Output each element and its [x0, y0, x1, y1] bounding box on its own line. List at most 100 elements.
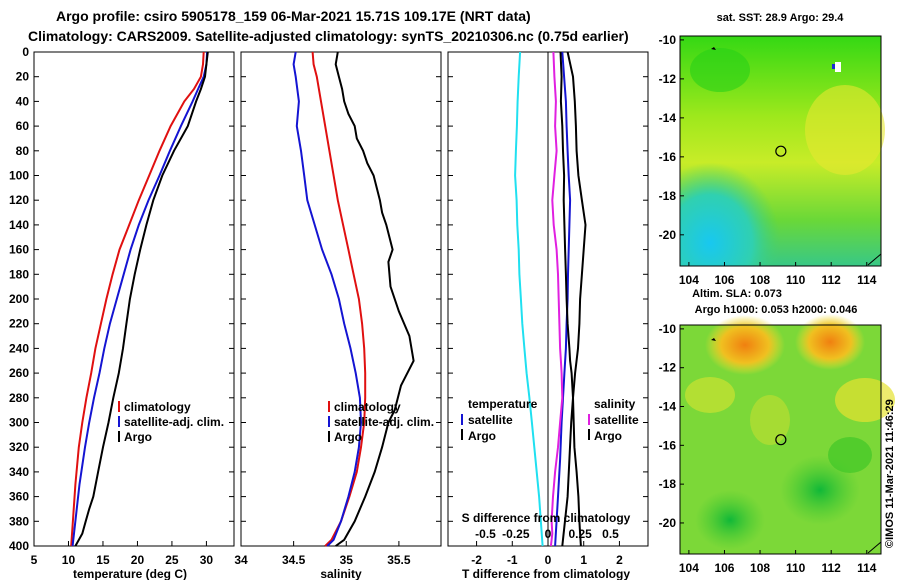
x-tick-label: 5	[31, 553, 38, 567]
lat-tick-label: -12	[659, 72, 677, 86]
legend-label-satellite: satellite-adj. clim.	[124, 415, 224, 429]
x-tick-label: 10	[62, 553, 76, 567]
salinity-axis-ticks: 34.5 35 35.5	[282, 541, 411, 567]
lon-tick-label: 106	[714, 561, 734, 575]
difference-axis-ticks: -2 -1 0 1 2	[471, 541, 623, 567]
depth-tick-label: 320	[9, 440, 29, 454]
temperature-legend: climatology satellite-adj. clim. Argo	[118, 400, 224, 444]
x-tick-label: 25	[165, 553, 179, 567]
salinity-legend: climatology satellite-adj. clim. Argo	[328, 400, 434, 444]
lat-tick-label: -16	[659, 150, 677, 164]
sst-map-title: sat. SST: 28.9 Argo: 29.4	[717, 12, 845, 24]
depth-tick-label: 360	[9, 490, 29, 504]
legend-label-satellite: satellite-adj. clim.	[334, 415, 434, 429]
depth-tick-label: 160	[9, 243, 29, 257]
lon-tick-label: 108	[750, 561, 770, 575]
lon-tick-label: 110	[786, 561, 806, 575]
sla-map-title-line1: Altim. SLA: 0.073	[692, 288, 782, 300]
sla-map-title-line2: Argo h1000: 0.053 h2000: 0.046	[695, 304, 858, 316]
sla-lon-ticks: 104 106 108 110 112 114	[679, 550, 877, 575]
salinity-plot-frame	[240, 51, 442, 547]
s-diff-tick-label: -0.5	[475, 527, 496, 541]
sla-map-panel: Altim. SLA: 0.073 Argo h1000: 0.053 h200…	[659, 288, 895, 575]
lat-tick-label: -20	[659, 516, 677, 530]
x-tick-label: -2	[471, 553, 482, 567]
depth-tick-label: 140	[9, 218, 29, 232]
legend-label-t-argo: Argo	[468, 429, 496, 443]
salinity-panel: 34.5 35 35.5 climatology satellite-adj. cl…	[240, 51, 442, 580]
depth-tick-label: 60	[16, 119, 30, 133]
lat-tick-label: -12	[659, 361, 677, 375]
series-line-argo	[74, 51, 209, 547]
legend-label-s-satellite: satellite	[594, 413, 639, 427]
sst-map-panel: sat. SST: 28.9 Argo: 29.4 -10-12-14-16-1…	[659, 12, 885, 287]
lat-tick-label: -10	[659, 33, 677, 47]
temperature-panel: 0204060801001201401601802002202402602803…	[9, 45, 648, 580]
series-line-s-argo	[559, 51, 582, 547]
lat-tick-label: -14	[659, 400, 677, 414]
argo-position-marker	[775, 145, 787, 157]
difference-legend: temperature satellite Argo salinity sate…	[461, 397, 639, 443]
figure-title-line2: Climatology: CARS2009. Satellite-adjuste…	[28, 28, 629, 44]
lon-tick-label: 104	[679, 273, 699, 287]
lon-tick-label: 112	[822, 273, 842, 287]
lat-tick-label: -10	[659, 322, 677, 336]
sst-lat-ticks: -10 -12 -14 -16 -18 -20	[659, 33, 684, 242]
depth-tick-label: 40	[16, 94, 30, 108]
t-difference-axis-label: T difference from climatology	[462, 567, 630, 580]
argo-position-marker	[775, 434, 787, 446]
figure-title-line1: Argo profile: csiro 5905178_159 06-Mar-2…	[56, 8, 531, 24]
depth-tick-label: 0	[22, 45, 29, 59]
legend-label-climatology: climatology	[124, 400, 191, 414]
series-line-t-argo	[561, 51, 587, 547]
x-tick-label: 30	[200, 553, 214, 567]
x-tick-label: 34.5	[282, 553, 306, 567]
s-difference-tick-labels: -0.5 -0.25 0 0.25 0.5	[475, 527, 619, 541]
s-difference-axis-label: S difference from climatology	[462, 511, 631, 525]
legend-label-s-argo: Argo	[594, 429, 622, 443]
s-diff-tick-label: 0.5	[602, 527, 619, 541]
depth-tick-label: 240	[9, 341, 29, 355]
legend-label-argo: Argo	[124, 430, 152, 444]
sla-map-frame	[679, 324, 882, 555]
legend-label-climatology: climatology	[334, 400, 401, 414]
depth-tick-label: 300	[9, 416, 29, 430]
depth-tick-label: 380	[9, 514, 29, 528]
series-line-t-satellite	[514, 51, 544, 547]
lon-tick-label: 110	[786, 273, 806, 287]
lon-tick-label: 114	[857, 561, 877, 575]
depth-tick-label: 120	[9, 193, 29, 207]
x-tick-label: 15	[96, 553, 110, 567]
lon-tick-label: 112	[822, 561, 842, 575]
temperature-axis-ticks: 5 10 15 20 25 30 34	[31, 541, 248, 567]
series-line-climatology	[70, 51, 205, 547]
series-line-climatology	[311, 51, 367, 547]
legend-title-temperature: temperature	[468, 397, 538, 411]
difference-panel: -2 -1 0 1 2 temperature satellite Argo salin…	[447, 51, 649, 580]
s-diff-tick-label: -0.25	[502, 527, 530, 541]
depth-tick-label: 340	[9, 465, 29, 479]
depth-tick-label: 20	[16, 70, 30, 84]
lat-tick-label: -14	[659, 111, 677, 125]
series-line-satellite-adj-clim-	[292, 51, 363, 547]
sst-map-frame	[679, 35, 882, 267]
sst-map-image	[680, 36, 885, 266]
x-tick-label: 0	[545, 553, 552, 567]
depth-tick-label: 260	[9, 366, 29, 380]
depth-tick-label: 180	[9, 267, 29, 281]
lon-tick-label: 108	[750, 273, 770, 287]
salinity-lines	[292, 51, 415, 547]
sst-lon-ticks: 104 106 108 110 112 114	[679, 262, 877, 287]
lon-tick-label: 104	[679, 561, 699, 575]
sla-lat-ticks: -10 -12 -14 -16 -18 -20	[659, 322, 684, 530]
lat-tick-label: -16	[659, 438, 677, 452]
s-diff-tick-label: 0.25	[568, 527, 592, 541]
series-line-s-satellite	[549, 51, 564, 547]
side-timestamp-label: ©IMOS 11-Mar-2021 11:46:29	[884, 399, 896, 548]
legend-label-argo: Argo	[334, 430, 362, 444]
depth-tick-label: 220	[9, 317, 29, 331]
depth-tick-label: 400	[9, 539, 29, 553]
x-tick-label: 34	[234, 553, 248, 567]
lat-tick-label: -20	[659, 228, 677, 242]
